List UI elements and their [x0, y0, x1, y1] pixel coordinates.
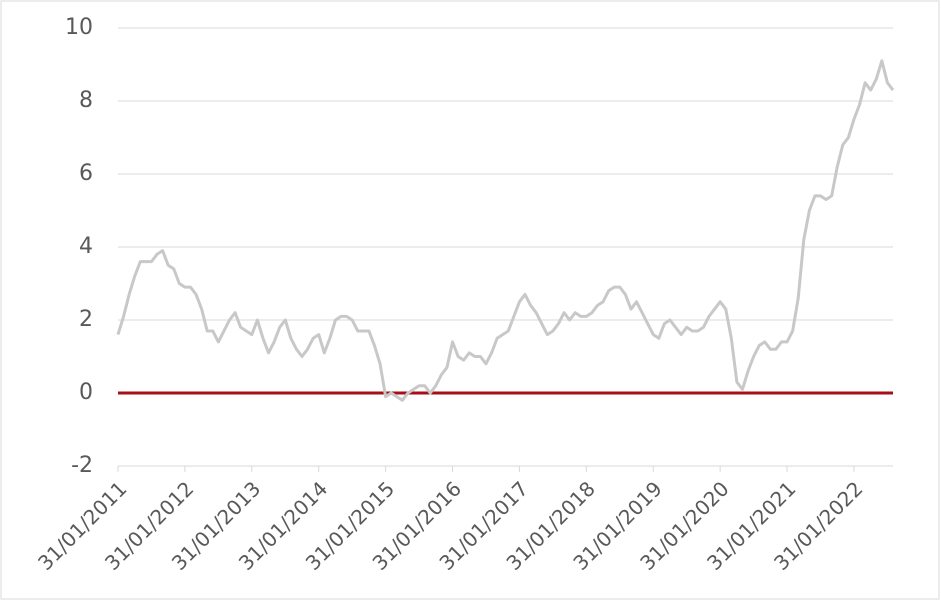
- data-line: [116, 59, 895, 402]
- y-tick-label: 0: [79, 380, 93, 405]
- y-tick-label: -2: [71, 453, 93, 478]
- y-tick-label: 4: [79, 234, 93, 259]
- y-tick-label: 8: [79, 88, 93, 113]
- y-tick-label: 6: [79, 161, 93, 186]
- y-tick-label: 2: [79, 307, 93, 332]
- y-tick-label: 10: [65, 15, 93, 40]
